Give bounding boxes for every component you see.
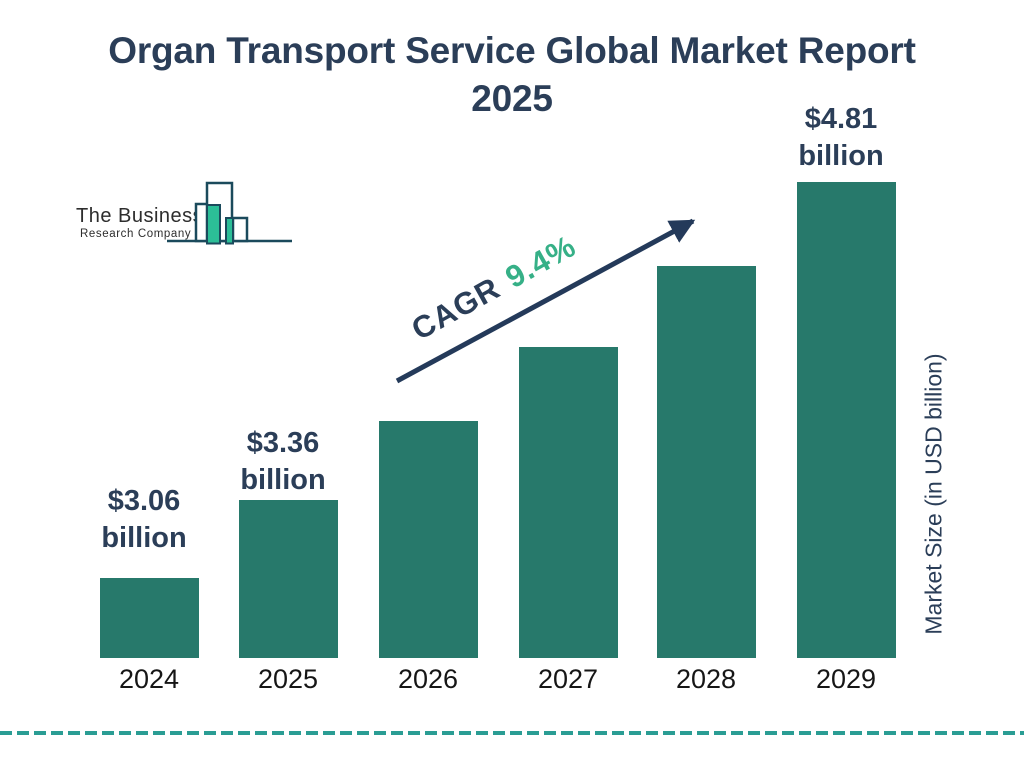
logo-company-subname: Research Company xyxy=(80,228,192,240)
bar-2025 xyxy=(238,500,338,658)
bottom-dashed-divider xyxy=(0,731,1024,735)
bar-2026 xyxy=(378,421,478,658)
year-label-2029: 2029 xyxy=(815,664,877,694)
logo-bars-icon xyxy=(167,181,292,245)
right-axis-label: Market Size (in USD billion) xyxy=(920,353,947,635)
cagr-label: CAGR xyxy=(405,270,507,347)
year-label-2028: 2028 xyxy=(675,664,737,694)
logo-company-name: The Business xyxy=(76,205,204,227)
bar-2024 xyxy=(99,578,199,658)
year-label-2026: 2026 xyxy=(397,664,459,694)
page-title-line1: Organ Transport Service Global Market Re… xyxy=(108,30,916,71)
bar-2027 xyxy=(518,347,618,658)
bar-2029 xyxy=(796,182,896,658)
page-title: Organ Transport Service Global Market Re… xyxy=(0,27,1024,123)
year-label-2025: 2025 xyxy=(257,664,319,694)
bar-2028 xyxy=(656,266,756,658)
value-label-2025: $3.36 billion xyxy=(240,427,326,496)
cagr-value: 9.4% xyxy=(499,228,582,295)
value-label-2024: $3.06 billion xyxy=(101,485,187,554)
page-title-line2: 2025 xyxy=(471,78,553,119)
year-label-2027: 2027 xyxy=(537,664,599,694)
value-label-2029: $4.81 billion xyxy=(798,103,884,172)
year-label-2024: 2024 xyxy=(118,664,180,694)
cagr-annotation: CAGR9.4% xyxy=(406,228,583,348)
